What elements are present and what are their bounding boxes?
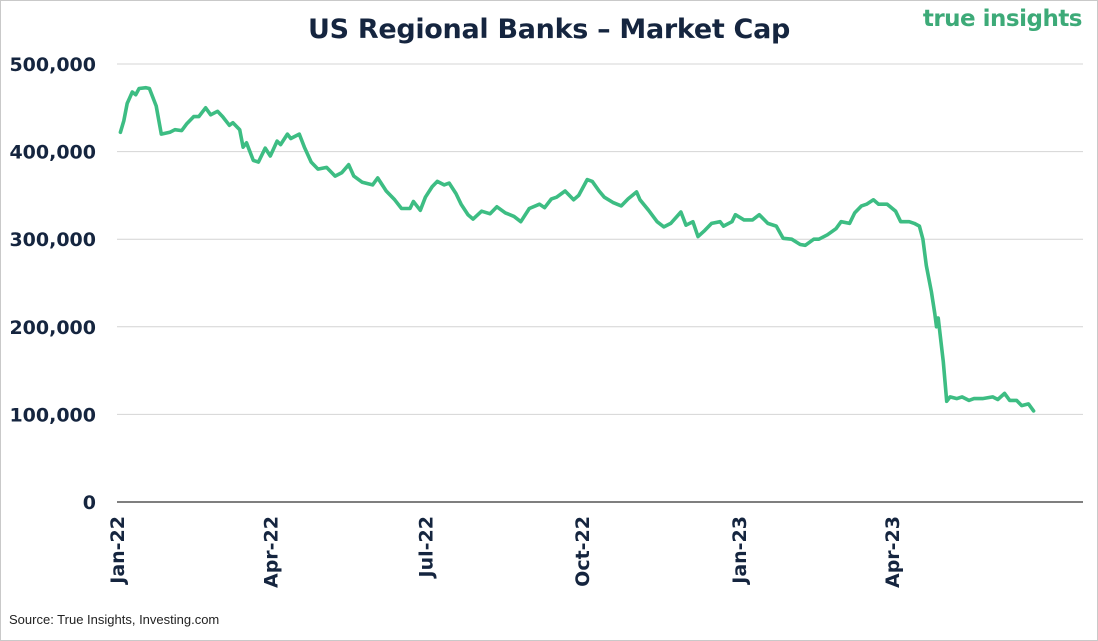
brand-logo: true insights [922,6,1083,32]
x-tick-label: Jul-22 [415,516,437,579]
y-axis: 0 100,000 200,000 300,000 400,000 500,000 [9,54,96,514]
x-tick-label: Apr-22 [260,516,282,588]
plot-area [118,85,1036,413]
y-tick-label: 200,000 [9,317,96,339]
y-tick-label: 400,000 [9,142,96,164]
x-axis: Jan-22 Apr-22 Jul-22 Oct-22 Jan-23 Apr-23 [107,516,904,588]
y-tick-label: 300,000 [9,229,96,251]
series-line [118,85,1036,413]
y-tick-label: 100,000 [9,404,96,426]
y-tick-label: 500,000 [9,54,96,76]
y-tick-label: 0 [83,492,96,514]
grid-lines [117,63,1083,503]
x-tick-label: Oct-22 [572,516,594,587]
x-tick-label: Apr-23 [882,516,904,588]
source-note: Source: True Insights, Investing.com [9,612,220,627]
x-tick-label: Jan-22 [107,516,129,586]
chart-title: US Regional Banks – Market Cap [307,14,791,45]
x-tick-label: Jan-23 [729,516,751,586]
